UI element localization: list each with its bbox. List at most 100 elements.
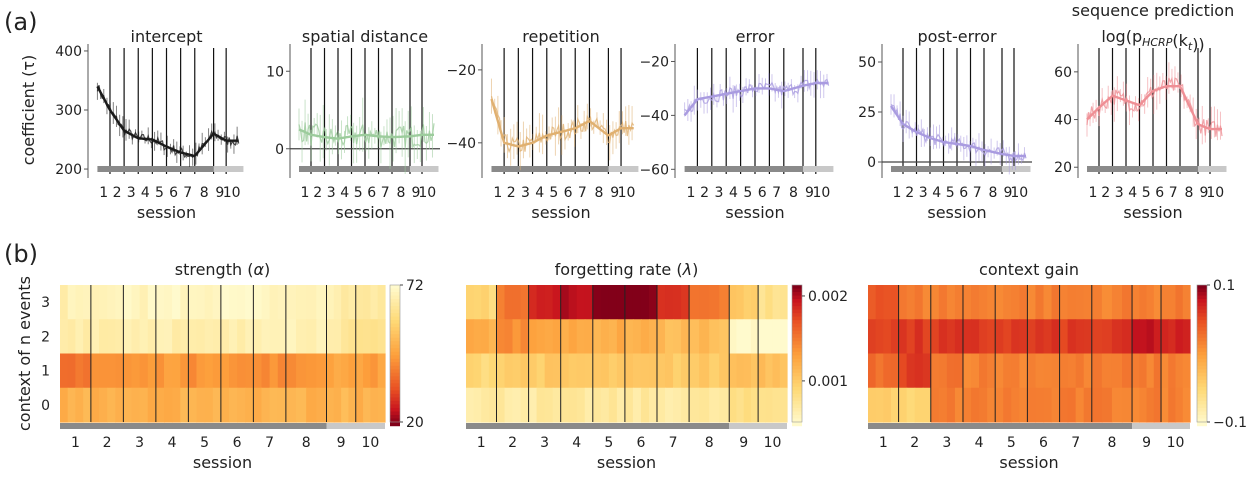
colorbar-step bbox=[390, 341, 400, 346]
heatmap-cell bbox=[536, 387, 546, 423]
heatmap-cell bbox=[348, 319, 357, 355]
block-track-late bbox=[608, 166, 639, 172]
colorbar-step bbox=[792, 407, 802, 413]
heatmap-cell bbox=[962, 285, 972, 320]
heatmap-cell bbox=[504, 387, 514, 423]
colorbar-step bbox=[390, 337, 400, 342]
heatmap-cell bbox=[1146, 319, 1155, 355]
heatmap-cell bbox=[123, 387, 133, 423]
heatmap-cell bbox=[496, 319, 506, 355]
heatmap-cell bbox=[488, 387, 498, 423]
heatmap-cell bbox=[1003, 353, 1012, 389]
heatmap-cell bbox=[155, 319, 165, 355]
heatmap-cell bbox=[1051, 387, 1061, 423]
colorbar-step bbox=[1197, 341, 1207, 346]
heatmap-cell bbox=[758, 285, 766, 320]
heatmap-cell bbox=[1168, 353, 1177, 389]
y-tick-label: −40 bbox=[446, 136, 476, 152]
colorbar-step bbox=[1197, 295, 1207, 300]
heatmap-cell bbox=[875, 387, 884, 423]
colorbar-step bbox=[1197, 313, 1207, 318]
heatmap-cell bbox=[729, 285, 738, 320]
heatmap-cell bbox=[355, 319, 364, 355]
heatmap-cell bbox=[868, 285, 877, 320]
heatmap-cell bbox=[736, 285, 745, 320]
heatmap-cell bbox=[906, 387, 916, 423]
heatmap-cell bbox=[922, 319, 932, 355]
heatmap-cell bbox=[348, 353, 357, 389]
x-tick-label: 3 bbox=[327, 185, 336, 201]
heatmap-cell bbox=[164, 319, 173, 355]
heatmap-cell bbox=[164, 285, 173, 320]
heatmap-cell bbox=[681, 387, 690, 423]
heatmap-cell bbox=[914, 353, 924, 389]
heatmap-cell bbox=[1075, 353, 1085, 389]
heatmap-cell bbox=[1083, 319, 1093, 355]
heatmap-cell bbox=[1182, 319, 1191, 355]
x-tick-label: 3 bbox=[540, 435, 549, 451]
heatmap-cell bbox=[237, 319, 246, 355]
heatmap-cell bbox=[60, 319, 69, 355]
heatmap-cell bbox=[269, 285, 279, 320]
colorbar-step bbox=[390, 379, 400, 385]
heatmap-cell bbox=[107, 319, 116, 355]
x-tick-label: 9 bbox=[215, 185, 224, 201]
x-tick-label: 10 bbox=[418, 185, 436, 201]
heatmap-cell bbox=[914, 387, 924, 423]
heatmap-cell bbox=[139, 319, 149, 355]
colorbar-step bbox=[1197, 358, 1207, 363]
heatmap-cell bbox=[1027, 353, 1037, 389]
heatmap-cell bbox=[75, 285, 84, 320]
heatmap-cell bbox=[83, 319, 92, 355]
colorbar-step bbox=[792, 390, 802, 395]
colorbar-step bbox=[792, 323, 802, 328]
heatmap-cell bbox=[466, 387, 475, 423]
heatmap-cell bbox=[139, 387, 149, 423]
heatmap-cell bbox=[750, 319, 759, 355]
heatmap-cell bbox=[552, 319, 562, 355]
colorbar-step bbox=[1197, 369, 1207, 374]
heatmap-cell bbox=[1043, 319, 1053, 355]
heatmap-cell bbox=[326, 319, 335, 355]
heatmap-cell bbox=[355, 285, 364, 320]
heatmap-cell bbox=[285, 387, 297, 423]
heatmap-cell bbox=[466, 319, 475, 355]
colorbar-tick-label: 0.001 bbox=[808, 374, 848, 390]
x-tick-label: 7 bbox=[1071, 435, 1080, 451]
heatmap-cell bbox=[536, 353, 546, 389]
heatmap-cell bbox=[316, 353, 328, 389]
heatmap-cell bbox=[528, 353, 538, 389]
x-tick-label: 1 bbox=[1089, 185, 1098, 201]
heatmap-cell bbox=[1111, 387, 1123, 423]
heatmap-cell bbox=[115, 319, 124, 355]
x-tick-label: 1 bbox=[879, 435, 888, 451]
heatmap-cell bbox=[914, 285, 924, 320]
y-tick-label: 0 bbox=[867, 155, 876, 171]
heatmap-cell bbox=[552, 387, 562, 423]
heatmap-cell bbox=[512, 285, 522, 320]
heatmap-cell bbox=[67, 319, 77, 355]
heatmap-cell bbox=[689, 285, 700, 320]
heatmap-cell bbox=[560, 285, 570, 320]
heatmap-cell bbox=[616, 319, 626, 355]
heatmap-cell bbox=[709, 353, 720, 389]
line-chart-3: −20 −40 1 2 3 4 5 6 7 8 910 session repetition bbox=[446, 27, 639, 222]
colorbar-step bbox=[390, 362, 400, 367]
heatmap-cell bbox=[979, 285, 988, 320]
heatmap-cell bbox=[673, 353, 682, 389]
heatmap-cell bbox=[296, 285, 307, 320]
heatmap-cell bbox=[699, 285, 710, 320]
heatmap-cell bbox=[90, 387, 100, 423]
colorbar-step bbox=[390, 418, 400, 423]
heatmap-cell bbox=[1075, 387, 1085, 423]
heatmap-cell bbox=[155, 353, 165, 389]
heatmap-cell bbox=[277, 285, 287, 320]
x-tick-label: 4 bbox=[168, 435, 177, 451]
heatmap-cell bbox=[147, 353, 157, 389]
heatmap-cell bbox=[632, 387, 642, 423]
heatmap-cell bbox=[1175, 285, 1184, 320]
heatmap-cell bbox=[466, 285, 475, 320]
heatmap-cell bbox=[139, 285, 149, 320]
x-tick-label: 7 bbox=[669, 435, 678, 451]
block-track bbox=[97, 166, 214, 172]
